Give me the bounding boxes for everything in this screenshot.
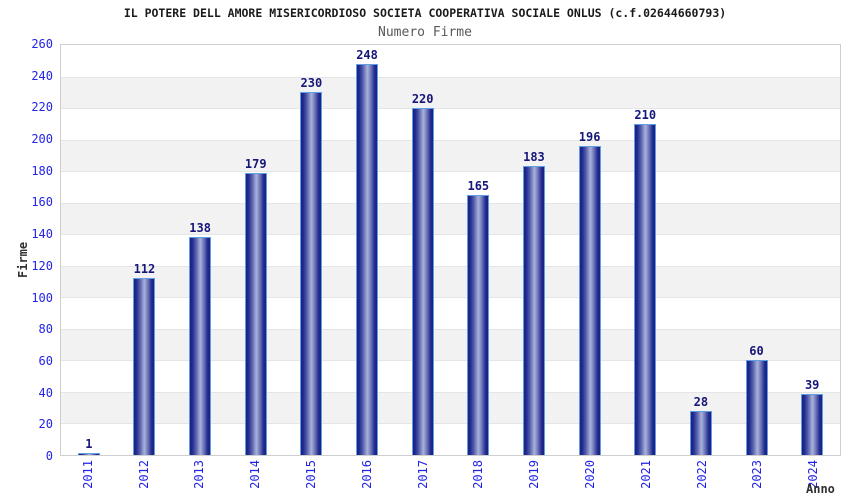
x-tick-label: 2021 — [638, 460, 653, 489]
bar-2011: 1 — [77, 437, 100, 455]
bar-value-label: 230 — [300, 76, 323, 91]
plot-band — [61, 297, 840, 329]
bar-2016: 248 — [356, 48, 379, 455]
bar-value-label: 196 — [578, 129, 601, 144]
x-tick-label: 2011 — [80, 460, 95, 489]
bar-2014: 179 — [244, 157, 267, 455]
y-tick-label: 80 — [38, 322, 53, 337]
plot-band — [61, 234, 840, 266]
x-axis: 2011 2012 2013 2014 2015 2016 2017 2018 2019 2020… — [60, 460, 841, 500]
chart-title: IL POTERE DELL AMORE MISERICORDIOSO SOCI… — [123, 6, 727, 20]
plot-band — [61, 139, 840, 172]
bar-value-label: 220 — [411, 92, 434, 107]
plot-band — [61, 360, 840, 392]
plot-band — [61, 202, 840, 235]
bar-value-label: 112 — [133, 262, 156, 277]
bar-2017: 220 — [411, 92, 434, 455]
y-tick-label: 60 — [38, 353, 53, 368]
bar-value-label: 138 — [189, 221, 211, 236]
plot-band — [61, 391, 840, 424]
y-tick-label: 20 — [38, 417, 53, 432]
bar-value-label: 248 — [356, 47, 378, 62]
bar-value-label: 1 — [85, 437, 93, 452]
x-tick-label: 2019 — [527, 460, 542, 489]
y-axis-title: Firme — [16, 241, 30, 278]
bar-2024: 39 — [801, 378, 824, 455]
y-tick-label: 200 — [31, 132, 53, 147]
y-tick-label: 160 — [31, 195, 53, 210]
bar-2021: 210 — [634, 108, 657, 455]
bar-2018: 165 — [467, 179, 490, 455]
bar-value-label: 183 — [523, 150, 545, 165]
x-tick-label: 2012 — [136, 460, 151, 489]
bar-2015: 230 — [300, 76, 323, 455]
y-axis: 0 20 40 60 80 100 120 140 160 180 200 220 240 260 — [0, 37, 53, 463]
x-tick-label: 2018 — [471, 460, 486, 489]
x-tick-label: 2020 — [582, 460, 597, 489]
bar-value-label: 179 — [244, 156, 267, 171]
y-tick-label: 240 — [31, 68, 53, 83]
plot-band — [61, 45, 840, 77]
bar-2023: 60 — [745, 344, 768, 455]
y-tick-label: 100 — [31, 290, 53, 305]
x-tick-label: 2016 — [359, 460, 374, 489]
plot-band — [61, 328, 840, 361]
x-tick-label: 2015 — [304, 460, 319, 489]
plot-band — [61, 423, 840, 455]
y-tick-label: 180 — [31, 163, 53, 178]
bar-2022: 28 — [689, 395, 712, 455]
bar-value-label: 60 — [749, 344, 764, 359]
plot-band — [61, 171, 840, 203]
plot-area: 1 112 138 179 230 248 220 165 183 196 210 28 60 39 — [60, 44, 841, 456]
y-tick-label: 40 — [38, 385, 53, 400]
x-axis-title: Anno — [806, 482, 835, 496]
bar-value-label: 39 — [804, 377, 820, 392]
bar-2019: 183 — [522, 150, 545, 455]
chart-subtitle: Numero Firme — [378, 25, 472, 40]
x-tick-label: 2023 — [750, 460, 765, 489]
bar-value-label: 165 — [467, 178, 490, 193]
x-tick-label: 2013 — [192, 460, 207, 489]
plot-band — [61, 108, 840, 140]
x-tick-label: 2017 — [415, 460, 430, 489]
x-tick-label: 2014 — [248, 460, 263, 489]
plot-band — [61, 76, 840, 109]
bar-value-label: 210 — [634, 107, 657, 122]
y-tick-label: 0 — [45, 449, 53, 463]
bar-2013: 138 — [189, 221, 212, 455]
y-tick-label: 120 — [31, 258, 53, 273]
y-tick-label: 220 — [31, 100, 53, 115]
plot-band — [61, 265, 840, 298]
y-tick-label: 140 — [31, 227, 53, 242]
bar-2020: 196 — [578, 130, 601, 455]
bar-2012: 112 — [133, 262, 156, 455]
bar-value-label: 28 — [693, 394, 709, 409]
y-tick-label: 260 — [31, 37, 53, 51]
x-tick-label: 2022 — [694, 460, 709, 489]
